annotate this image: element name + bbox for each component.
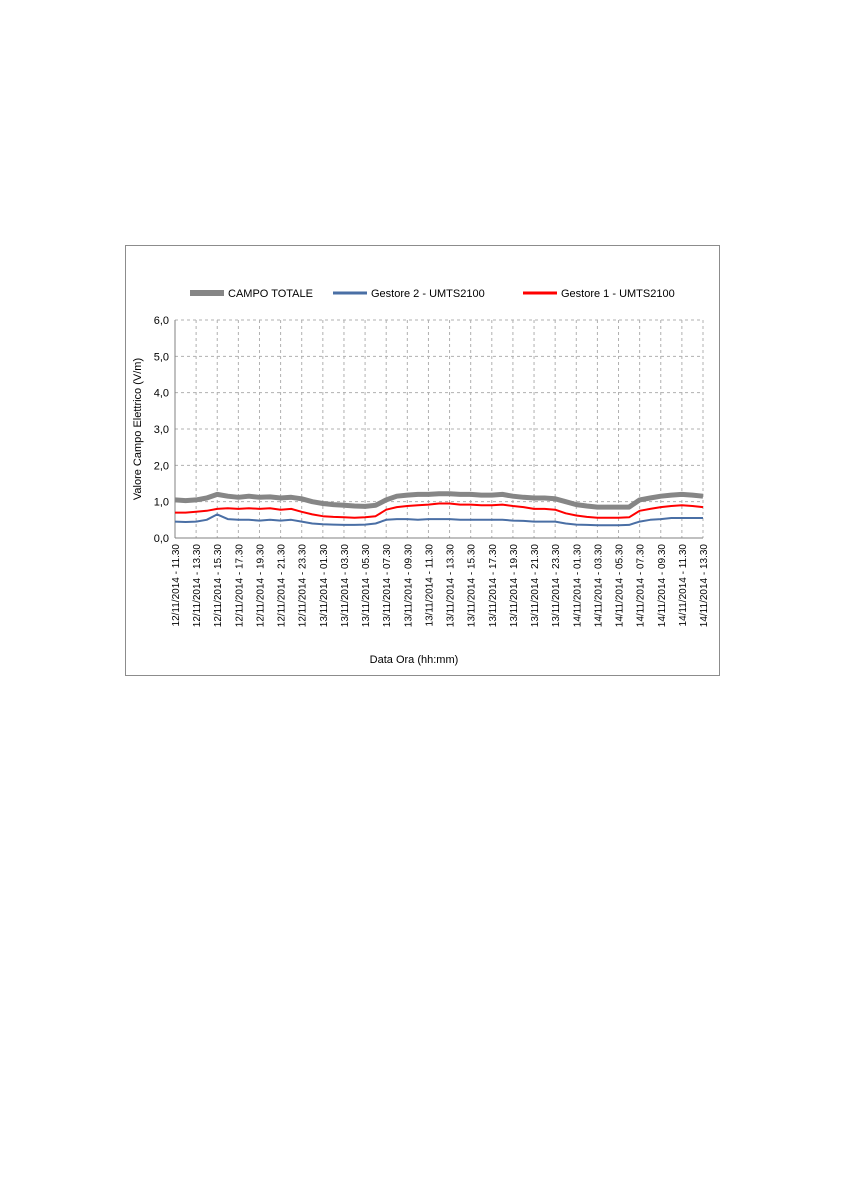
x-tick-label: 13/11/2014 - 21.30 bbox=[530, 544, 541, 628]
x-tick-label: 13/11/2014 - 15.30 bbox=[467, 544, 478, 628]
x-tick-label: 13/11/2014 - 09.30 bbox=[403, 544, 414, 628]
x-tick-label: 14/11/2014 - 13.30 bbox=[699, 544, 710, 628]
y-tick-label: 1,0 bbox=[154, 497, 169, 509]
x-tick-label: 13/11/2014 - 17.30 bbox=[488, 544, 499, 628]
x-tick-label: 13/11/2014 - 01.30 bbox=[319, 544, 330, 628]
x-axis-title: Data Ora (hh:mm) bbox=[370, 654, 459, 666]
y-tick-label: 4,0 bbox=[154, 388, 169, 400]
x-tick-label: 14/11/2014 - 01.30 bbox=[572, 544, 583, 628]
y-tick-label: 3,0 bbox=[154, 424, 169, 436]
x-tick-label: 13/11/2014 - 11.30 bbox=[424, 544, 435, 627]
x-tick-label: 12/11/2014 - 17.30 bbox=[234, 544, 245, 628]
x-tick-label: 13/11/2014 - 13.30 bbox=[446, 544, 457, 628]
y-tick-label: 6,0 bbox=[154, 315, 169, 327]
y-axis-title: Valore Campo Elettrico (V/m) bbox=[132, 358, 144, 500]
legend-label: CAMPO TOTALE bbox=[228, 288, 313, 300]
legend-label: Gestore 1 - UMTS2100 bbox=[561, 288, 675, 300]
x-tick-label: 12/11/2014 - 15.30 bbox=[213, 544, 224, 628]
x-tick-label: 13/11/2014 - 03.30 bbox=[340, 544, 351, 628]
x-tick-label: 12/11/2014 - 21.30 bbox=[277, 544, 288, 628]
x-tick-label: 13/11/2014 - 05.30 bbox=[361, 544, 372, 628]
y-tick-label: 0,0 bbox=[154, 533, 169, 545]
x-tick-label: 14/11/2014 - 07.30 bbox=[636, 544, 647, 628]
x-tick-label: 13/11/2014 - 07.30 bbox=[382, 544, 393, 628]
x-tick-label: 13/11/2014 - 23.30 bbox=[551, 544, 562, 628]
x-tick-label: 14/11/2014 - 11.30 bbox=[678, 544, 689, 627]
y-tick-label: 2,0 bbox=[154, 460, 169, 472]
x-tick-label: 12/11/2014 - 19.30 bbox=[255, 544, 266, 628]
x-tick-label: 12/11/2014 - 13.30 bbox=[192, 544, 203, 628]
x-tick-label: 12/11/2014 - 23.30 bbox=[298, 544, 309, 628]
x-tick-label: 14/11/2014 - 05.30 bbox=[615, 544, 626, 628]
x-tick-label: 12/11/2014 - 11.30 bbox=[171, 544, 182, 627]
series-line bbox=[174, 491, 704, 510]
series-line bbox=[175, 502, 704, 519]
x-tick-label: 14/11/2014 - 03.30 bbox=[593, 544, 604, 628]
x-tick-label: 13/11/2014 - 19.30 bbox=[509, 544, 520, 628]
y-tick-label: 5,0 bbox=[154, 351, 169, 363]
chart-frame bbox=[125, 245, 720, 676]
legend-label: Gestore 2 - UMTS2100 bbox=[371, 288, 485, 300]
series-line bbox=[174, 513, 703, 527]
x-tick-label: 14/11/2014 - 09.30 bbox=[657, 544, 668, 628]
